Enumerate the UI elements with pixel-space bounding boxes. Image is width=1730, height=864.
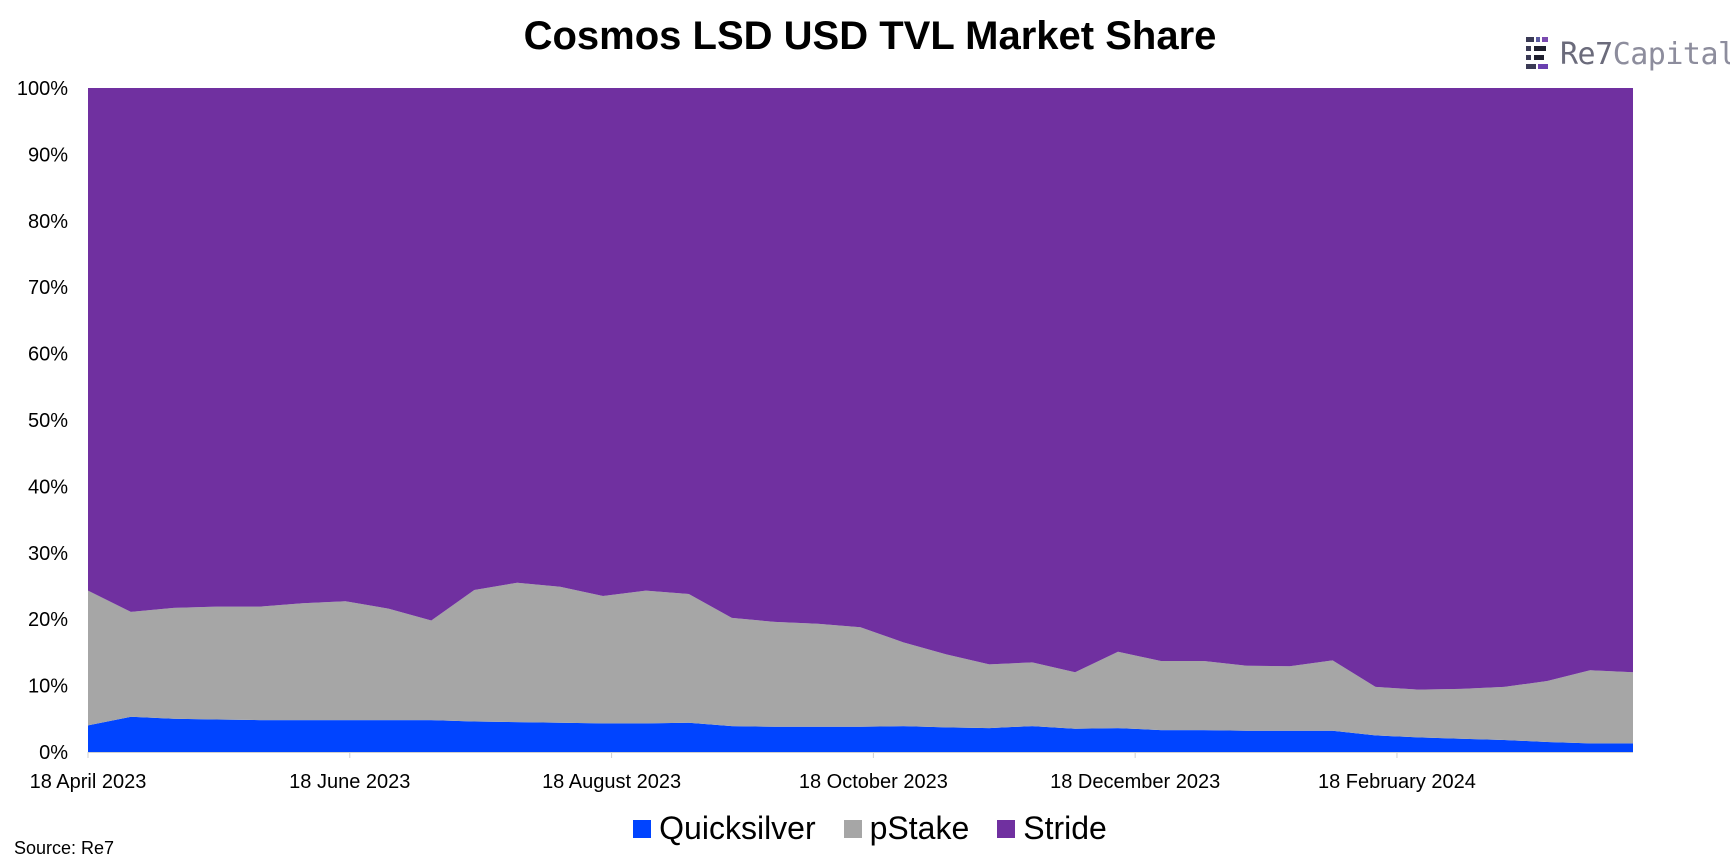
y-tick-label: 70%	[28, 277, 68, 299]
logo-wordmark-part1: Re7	[1560, 36, 1613, 72]
legend-item-stride: Stride	[997, 810, 1107, 847]
chart-legend: Quicksilver pStake Stride	[0, 810, 1730, 847]
x-tick-label: 18 December 2023	[1050, 771, 1220, 793]
logo-wordmark: Re7Capital	[1560, 37, 1730, 72]
chart-areas	[88, 88, 1633, 752]
y-tick-label: 40%	[28, 476, 68, 498]
area-series-quicksilver	[88, 716, 1633, 752]
y-tick-label: 60%	[28, 344, 68, 366]
re7-logo-icon	[1526, 37, 1548, 69]
y-tick-label: 80%	[28, 211, 68, 233]
stacked-area-chart: 0% 10% 20% 30% 40% 50% 60% 70% 80% 90% 100% 18 Apr…	[17, 78, 1633, 793]
x-tick-label: 18 August 2023	[542, 771, 681, 793]
legend-swatch-pstake	[843, 819, 862, 838]
y-axis: 0% 10% 20% 30% 40% 50% 60% 70% 80% 90% 100%	[17, 78, 68, 764]
legend-label-pstake: pStake	[869, 810, 970, 846]
legend-label-quicksilver: Quicksilver	[659, 810, 816, 846]
chart-title: Cosmos LSD USD TVL Market Share	[523, 14, 1217, 58]
x-tick-label: 18 June 2023	[289, 771, 410, 793]
area-series-stride	[88, 88, 1633, 690]
x-axis: 18 April 2023 18 June 2023 18 August 2023 1…	[30, 752, 1633, 793]
y-tick-label: 30%	[28, 543, 68, 565]
legend-item-quicksilver: Quicksilver	[633, 810, 816, 847]
re7-capital-logo: Re7Capital	[1526, 34, 1730, 74]
legend-item-pstake: pStake	[843, 810, 970, 847]
x-tick-label: 18 February 2024	[1318, 771, 1476, 793]
legend-swatch-stride	[997, 819, 1016, 838]
y-tick-label: 100%	[17, 78, 68, 100]
y-tick-label: 20%	[28, 609, 68, 631]
x-tick-label: 18 October 2023	[799, 771, 948, 793]
y-tick-label: 50%	[28, 410, 68, 432]
y-tick-label: 0%	[39, 742, 68, 764]
area-series-pstake	[88, 582, 1633, 744]
y-tick-label: 90%	[28, 144, 68, 166]
source-note: Source: Re7	[14, 838, 115, 858]
logo-wordmark-part2: Capital	[1612, 36, 1730, 72]
legend-label-stride: Stride	[1023, 810, 1107, 846]
legend-swatch-quicksilver	[633, 819, 652, 838]
x-tick-label: 18 April 2023	[30, 771, 147, 793]
y-tick-label: 10%	[28, 676, 68, 698]
